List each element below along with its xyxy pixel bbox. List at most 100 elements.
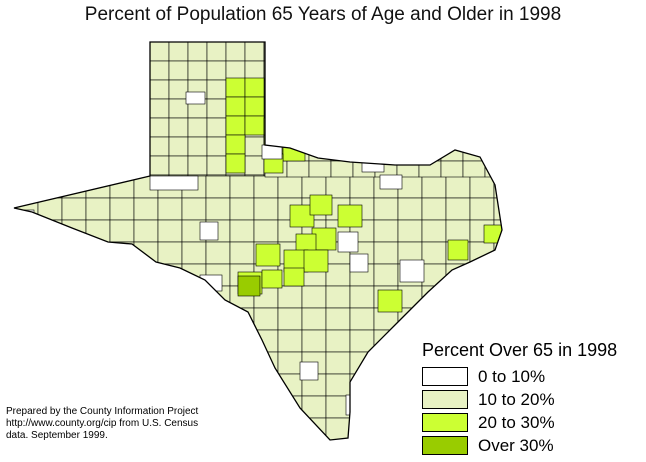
county xyxy=(263,98,284,119)
county xyxy=(253,395,279,419)
county xyxy=(421,263,447,287)
county xyxy=(349,307,375,331)
county xyxy=(14,219,39,243)
county xyxy=(396,160,420,178)
county xyxy=(157,197,183,221)
county xyxy=(325,329,351,353)
county xyxy=(440,144,464,162)
county-0-10 xyxy=(399,259,425,283)
county-20-30 xyxy=(483,224,502,244)
county xyxy=(206,155,227,176)
county xyxy=(421,219,447,243)
county xyxy=(206,60,227,81)
county xyxy=(244,42,265,62)
county xyxy=(352,144,376,162)
county xyxy=(85,439,111,440)
county xyxy=(469,175,495,199)
county xyxy=(157,351,183,375)
county xyxy=(157,285,183,309)
county xyxy=(373,219,399,243)
county-20-30 xyxy=(225,115,246,136)
county xyxy=(253,175,279,199)
county-20-30 xyxy=(263,117,284,136)
county xyxy=(181,285,207,309)
county xyxy=(61,329,87,353)
county xyxy=(61,219,87,243)
legend-label: Over 30% xyxy=(478,435,554,455)
county xyxy=(61,351,87,375)
county xyxy=(168,98,189,119)
county xyxy=(225,42,246,62)
county xyxy=(493,241,502,265)
county xyxy=(205,197,231,221)
county xyxy=(133,219,159,243)
county xyxy=(373,263,399,287)
county xyxy=(149,98,170,119)
county-0-10 xyxy=(185,91,206,105)
county xyxy=(277,395,303,419)
county-20-30 xyxy=(337,204,363,228)
county xyxy=(85,263,111,287)
county xyxy=(85,197,111,221)
county xyxy=(206,42,227,62)
county xyxy=(205,241,231,265)
credit-line: Prepared by the County Information Proje… xyxy=(6,406,199,417)
county xyxy=(325,263,351,287)
county xyxy=(277,439,303,440)
county xyxy=(229,351,255,375)
county-0-10 xyxy=(199,274,223,292)
county xyxy=(484,144,502,162)
county xyxy=(85,351,111,375)
county xyxy=(493,263,502,287)
county xyxy=(14,241,39,265)
county xyxy=(397,351,423,375)
county xyxy=(149,42,170,62)
county xyxy=(149,155,170,176)
county xyxy=(37,285,63,309)
county xyxy=(373,439,399,440)
county-0-10 xyxy=(345,394,361,416)
county xyxy=(263,117,284,138)
county xyxy=(462,160,486,178)
county-20-30 xyxy=(289,204,315,228)
county xyxy=(109,263,135,287)
county xyxy=(301,439,327,440)
county xyxy=(187,117,208,138)
county xyxy=(14,307,39,331)
county xyxy=(37,373,63,397)
county xyxy=(225,60,246,81)
county xyxy=(421,175,447,199)
county-20-30 xyxy=(225,96,246,117)
county xyxy=(157,219,183,243)
county-20-30 xyxy=(244,96,265,117)
county xyxy=(206,136,227,157)
county xyxy=(229,307,255,331)
legend-item-20-30: 20 to 30% xyxy=(422,411,617,434)
county xyxy=(445,175,471,199)
county xyxy=(61,439,87,440)
county xyxy=(109,439,135,440)
county xyxy=(14,263,39,287)
county xyxy=(493,285,502,309)
county xyxy=(418,144,442,162)
legend-item-over-30: Over 30% xyxy=(422,434,617,457)
county xyxy=(330,160,354,178)
county xyxy=(14,439,39,440)
county xyxy=(229,439,255,440)
county xyxy=(85,285,111,309)
county xyxy=(493,307,502,331)
county xyxy=(277,329,303,353)
county xyxy=(349,417,375,440)
county-20-30 xyxy=(225,153,246,174)
county xyxy=(109,197,135,221)
county xyxy=(109,351,135,375)
county xyxy=(325,175,351,199)
county-20-30 xyxy=(377,289,403,313)
county xyxy=(205,417,231,440)
county xyxy=(421,307,447,331)
county xyxy=(418,160,442,178)
county xyxy=(206,98,227,119)
county xyxy=(168,155,189,176)
county xyxy=(253,197,279,221)
